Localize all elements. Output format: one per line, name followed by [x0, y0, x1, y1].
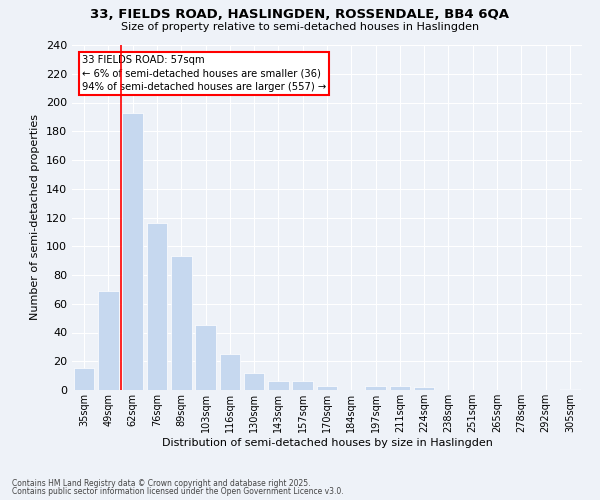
Bar	[244, 373, 265, 390]
Bar	[389, 386, 410, 390]
Text: 33, FIELDS ROAD, HASLINGDEN, ROSSENDALE, BB4 6QA: 33, FIELDS ROAD, HASLINGDEN, ROSSENDALE,…	[91, 8, 509, 20]
Text: 33 FIELDS ROAD: 57sqm
← 6% of semi-detached houses are smaller (36)
94% of semi-: 33 FIELDS ROAD: 57sqm ← 6% of semi-detac…	[82, 56, 326, 92]
Bar	[560, 388, 580, 390]
Bar	[414, 387, 434, 390]
Text: Contains HM Land Registry data © Crown copyright and database right 2025.: Contains HM Land Registry data © Crown c…	[12, 478, 311, 488]
Bar	[220, 354, 240, 390]
Bar	[122, 112, 143, 390]
Y-axis label: Number of semi-detached properties: Number of semi-detached properties	[31, 114, 40, 320]
Bar	[74, 368, 94, 390]
X-axis label: Distribution of semi-detached houses by size in Haslingden: Distribution of semi-detached houses by …	[161, 438, 493, 448]
Text: Contains public sector information licensed under the Open Government Licence v3: Contains public sector information licen…	[12, 487, 344, 496]
Bar	[268, 382, 289, 390]
Bar	[292, 382, 313, 390]
Bar	[195, 326, 216, 390]
Bar	[365, 386, 386, 390]
Bar	[317, 386, 337, 390]
Bar	[146, 223, 167, 390]
Bar	[171, 256, 191, 390]
Bar	[98, 291, 119, 390]
Text: Size of property relative to semi-detached houses in Haslingden: Size of property relative to semi-detach…	[121, 22, 479, 32]
